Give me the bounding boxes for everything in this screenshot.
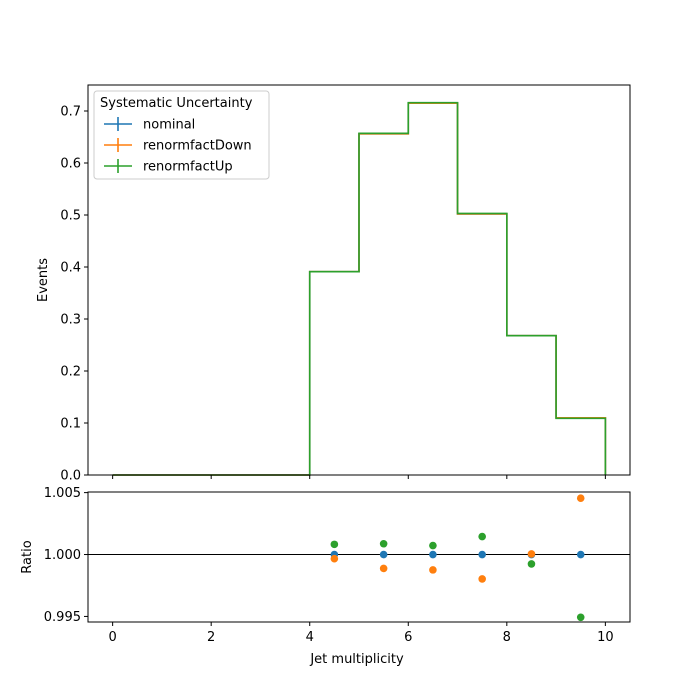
legend-title: Systematic Uncertainty	[100, 96, 253, 111]
main-y-tick-label: 0.5	[60, 209, 81, 224]
x-tick-label: 8	[503, 630, 511, 645]
ratio-point-renormfactUp	[379, 539, 388, 548]
ratio-y-tick-label: 1.000	[44, 548, 81, 563]
ratio-y-tick-label: 0.995	[44, 610, 81, 625]
legend-entries: nominal renormfactDown renormfactUp	[104, 117, 252, 175]
ratio-point-renormfactDown	[330, 554, 339, 563]
ratio-y-axis-label: Ratio	[20, 540, 35, 573]
x-tick-label: 2	[207, 630, 215, 645]
ratio-point-renormfactUp	[478, 532, 486, 541]
legend-label: renormfactUp	[143, 160, 233, 175]
ratio-point-nominal	[429, 550, 437, 559]
legend-entry-renormfactUp: renormfactUp	[104, 159, 233, 175]
legend-label: renormfactDown	[143, 139, 252, 154]
legend-entry-nominal: nominal	[104, 117, 195, 133]
main-y-tick-label: 0.7	[60, 105, 81, 120]
x-tick-label: 0	[108, 630, 116, 645]
ratio-x-ticks: 0 2 4 6 8 10	[108, 622, 614, 645]
x-axis-label: Jet multiplicity	[309, 652, 404, 667]
main-y-tick-label: 0.3	[60, 313, 81, 328]
ratio-point-renormfactDown	[379, 564, 388, 573]
ratio-point-renormfactDown	[429, 566, 437, 574]
main-plot-frame	[87, 84, 631, 476]
ratio-point-renormfactDown	[478, 575, 486, 583]
ratio-panel: 0.995 1.000 1.005 0 2 4 6 8 10 Ratio Jet multip…	[20, 486, 631, 667]
main-y-tick-label: 0.4	[60, 261, 81, 276]
legend-entry-renormfactDown: renormfactDown	[104, 138, 252, 154]
ratio-y-ticks: 0.995 1.000 1.005	[44, 486, 88, 625]
main-y-tick-label: 0.0	[60, 469, 81, 484]
legend-box	[93, 90, 270, 180]
ratio-point-renormfactUp	[429, 541, 437, 550]
ratio-point-renormfactDown	[576, 494, 585, 502]
x-tick-label: 10	[597, 630, 614, 645]
ratio-y-tick-label: 1.005	[44, 486, 81, 501]
main-y-tick-label: 0.2	[60, 365, 81, 380]
ratio-point-renormfactUp	[527, 560, 536, 568]
ratio-point-nominal	[478, 550, 486, 559]
ratio-point-renormfactDown	[527, 550, 536, 558]
ratio-point-nominal	[379, 550, 388, 559]
main-y-tick-label: 0.6	[60, 157, 81, 172]
main-panel: 0.0 0.1 0.2 0.3 0.4 0.5 0.6 0.7 Events Systemat…	[36, 84, 631, 484]
ratio-plot-frame	[87, 491, 631, 623]
legend-label: nominal	[143, 118, 195, 133]
main-y-tick-label: 0.1	[60, 417, 81, 432]
main-y-ticks: 0.0 0.1 0.2 0.3 0.4 0.5 0.6 0.7	[60, 105, 88, 484]
main-x-ticks	[112, 475, 606, 479]
main-y-axis-label: Events	[36, 258, 51, 302]
ratio-point-nominal	[576, 550, 585, 559]
legend: Systematic Uncertainty nominal renormfact…	[93, 90, 270, 180]
ratio-point-renormfactUp	[330, 540, 339, 549]
x-tick-label: 6	[404, 630, 412, 645]
ratio-point-renormfactUp	[576, 613, 585, 622]
x-tick-label: 4	[306, 630, 314, 645]
ratio-points-group	[330, 494, 585, 622]
